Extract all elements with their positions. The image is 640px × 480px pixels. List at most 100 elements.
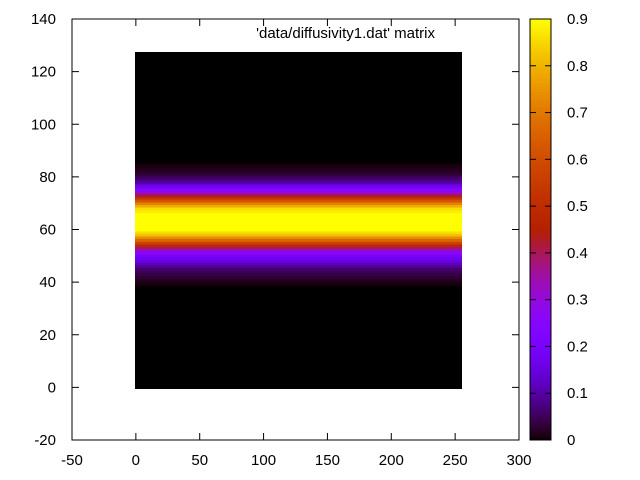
colorbar-segment xyxy=(530,136,551,140)
heatmap-cell xyxy=(135,304,463,308)
x-axis: -50 0 50 100 150 200 250 300 xyxy=(61,19,532,469)
colorbar-segment xyxy=(530,22,551,26)
colorbar-segment xyxy=(530,247,551,252)
heatmap-cell xyxy=(135,96,463,100)
colorbar-segment xyxy=(530,199,551,204)
x-tick-label: 50 xyxy=(191,452,208,469)
colorbar-segment xyxy=(530,43,551,47)
heatmap-cell xyxy=(135,151,463,156)
heatmap-cell xyxy=(135,83,463,87)
colorbar-segment xyxy=(530,364,551,369)
colorbar-segment xyxy=(530,100,551,104)
heatmap-cell xyxy=(135,143,463,148)
colorbar-segment xyxy=(530,262,551,267)
heatmap-cell xyxy=(135,380,463,384)
colorbar-segment xyxy=(530,133,551,137)
colorbar-segment xyxy=(530,91,551,95)
colorbar-segment xyxy=(530,31,551,35)
colorbar-segment xyxy=(530,427,551,432)
colorbar-segment xyxy=(530,79,551,83)
heatmap-cell xyxy=(135,62,463,66)
colorbar-segment xyxy=(530,85,551,89)
colorbar-segment xyxy=(530,340,551,345)
colorbar-segment xyxy=(530,145,551,149)
heatmap-cell xyxy=(135,133,463,137)
heatmap-cell xyxy=(135,317,463,321)
heatmap-cell xyxy=(135,272,463,277)
colorbar-segment xyxy=(530,325,551,330)
heatmap-cell xyxy=(135,333,463,337)
heatmap-cell xyxy=(135,196,463,200)
colorbar-segment xyxy=(530,169,551,173)
heatmap-cell xyxy=(135,80,463,84)
colorbar-segment xyxy=(530,151,551,155)
colorbar-segment xyxy=(530,277,551,282)
colorbar-segment xyxy=(530,379,551,384)
heatmap-cell xyxy=(135,149,463,153)
heatmap-cell xyxy=(135,112,463,116)
colorbar-segment xyxy=(530,295,551,300)
colorbar-segment xyxy=(530,211,551,216)
y-tick-label: -20 xyxy=(34,432,56,449)
colorbar-segment xyxy=(530,115,551,119)
heatmap-cell xyxy=(135,325,463,329)
colorbar-segment xyxy=(530,289,551,294)
heatmap-cell xyxy=(135,109,463,113)
colorbar-segment xyxy=(530,37,551,41)
colorbar-tick-label: 0.2 xyxy=(567,338,588,355)
colorbar-segment xyxy=(530,19,551,23)
heatmap-cell xyxy=(135,262,463,266)
colorbar-segment xyxy=(530,412,551,417)
x-tick-label: -50 xyxy=(61,452,83,469)
y-tick-label: 80 xyxy=(39,169,56,186)
heatmap-cell xyxy=(135,128,463,132)
colorbar-segment xyxy=(530,217,551,222)
colorbar-tick-label: 0.3 xyxy=(567,292,588,309)
colorbar-segment xyxy=(530,61,551,65)
colorbar-segment xyxy=(530,124,551,128)
colorbar-segment xyxy=(530,421,551,426)
colorbar-segment xyxy=(530,94,551,98)
colorbar-segment xyxy=(530,358,551,363)
heatmap-cell xyxy=(135,212,463,216)
colorbar-segment xyxy=(530,178,551,182)
heatmap-cell xyxy=(135,165,463,169)
colorbar-segment xyxy=(530,193,551,198)
x-tick-label: 0 xyxy=(132,452,140,469)
colorbar-segment xyxy=(530,58,551,62)
colorbar-segment xyxy=(530,52,551,56)
colorbar-segment xyxy=(530,361,551,366)
colorbar-segment xyxy=(530,73,551,77)
heatmap-cell xyxy=(135,293,463,298)
colorbar-segment xyxy=(530,337,551,342)
heatmap-cell xyxy=(135,225,463,229)
y-tick-label: 60 xyxy=(39,222,56,239)
colorbar-segment xyxy=(530,67,551,71)
colorbar-segment xyxy=(530,331,551,336)
heatmap-cell xyxy=(135,233,463,237)
heatmap-cell xyxy=(135,154,463,158)
colorbar-segment xyxy=(530,373,551,378)
colorbar-segment xyxy=(530,283,551,288)
colorbar-segment xyxy=(530,139,551,143)
y-tick-label: 140 xyxy=(31,11,56,28)
colorbar-segment xyxy=(530,232,551,237)
colorbar-segment xyxy=(530,34,551,38)
colorbar-segment xyxy=(530,238,551,243)
colorbar-segment xyxy=(530,172,551,176)
colorbar-segment xyxy=(530,244,551,249)
colorbar-segment xyxy=(530,70,551,74)
heatmap-cell xyxy=(135,91,463,95)
heatmap-cell xyxy=(135,370,463,374)
colorbar-segment xyxy=(530,157,551,161)
heatmap-cell xyxy=(135,322,463,327)
heatmap-cell xyxy=(135,283,463,287)
y-tick-label: 0 xyxy=(48,379,56,396)
colorbar-segment xyxy=(530,397,551,402)
colorbar-tick-label: 0.9 xyxy=(567,11,588,28)
colorbar-segment xyxy=(530,400,551,405)
colorbar-segment xyxy=(530,334,551,339)
heatmap-cell xyxy=(135,278,463,282)
heatmap-cell xyxy=(135,296,463,300)
heatmap-cell xyxy=(135,172,463,177)
